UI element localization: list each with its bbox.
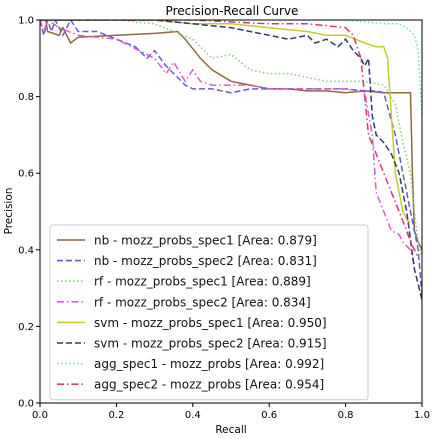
x-tick-label: 0.6	[261, 410, 277, 421]
series-layer	[40, 20, 422, 300]
series-line-3	[40, 20, 422, 258]
x-axis: 0.0 0.2 0.4 0.6 0.8 1.0	[32, 403, 430, 421]
series-line-7	[40, 20, 422, 116]
legend-label: agg_spec2 - mozz_probs [Area: 0.954]	[94, 378, 324, 392]
x-tick-label: 1.0	[414, 410, 430, 421]
x-tick-label: 0.0	[32, 410, 48, 421]
legend-label: svm - mozz_probs_spec1 [Area: 0.950]	[94, 316, 327, 330]
legend-label: nb - mozz_probs_spec1 [Area: 0.879]	[94, 234, 317, 248]
legend-label: rf - mozz_probs_spec1 [Area: 0.889]	[94, 275, 311, 289]
series-line-5	[40, 20, 412, 224]
x-tick-label: 0.2	[108, 410, 124, 421]
legend: nb - mozz_probs_spec1 [Area: 0.879] nb - …	[49, 224, 369, 401]
y-tick-label: 0.4	[18, 245, 34, 256]
series-line-6	[40, 20, 422, 300]
y-tick-label: 0.8	[18, 92, 34, 103]
legend-label: rf - mozz_probs_spec2 [Area: 0.834]	[94, 295, 311, 309]
y-axis: 0.0 0.2 0.4 0.6 0.8 1.0	[18, 16, 40, 410]
chart-title: Precision-Recall Curve	[166, 4, 299, 18]
series-line-2	[40, 20, 422, 296]
legend-label: nb - mozz_probs_spec2 [Area: 0.831]	[94, 254, 317, 268]
y-tick-label: 0.6	[18, 169, 34, 180]
legend-label: agg_spec1 - mozz_probs [Area: 0.992]	[94, 357, 324, 371]
series-line-1	[40, 20, 422, 251]
y-tick-label: 0.2	[18, 322, 34, 333]
x-tick-label: 0.8	[338, 410, 354, 421]
y-tick-label: 1.0	[18, 16, 34, 27]
y-axis-label: Precision	[3, 188, 15, 235]
x-axis-label: Recall	[215, 424, 246, 436]
x-tick-label: 0.4	[185, 410, 201, 421]
legend-box	[49, 224, 369, 401]
legend-label: svm - mozz_probs_spec2 [Area: 0.915]	[94, 337, 327, 351]
series-line-8	[40, 20, 419, 258]
plot-area-frame	[39, 19, 423, 404]
y-tick-label: 0.0	[18, 399, 34, 410]
